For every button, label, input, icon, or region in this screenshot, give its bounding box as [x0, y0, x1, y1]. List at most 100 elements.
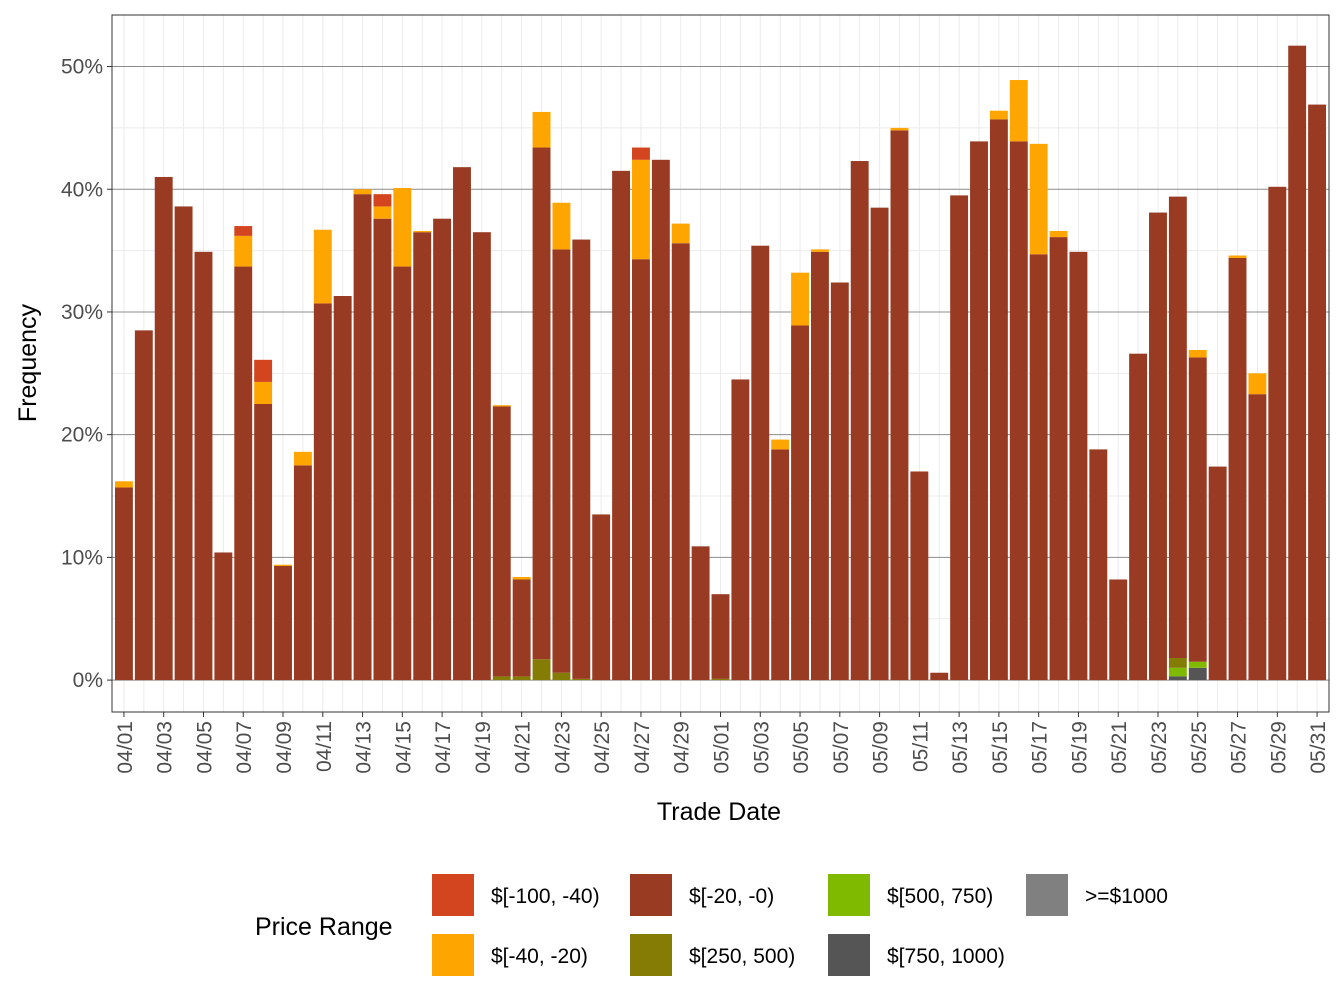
bar-segment: [691, 546, 710, 681]
bar-segment: [1049, 237, 1068, 681]
bar-segment: [771, 439, 790, 450]
bar-segment: [532, 659, 551, 681]
bar-segment: [651, 159, 670, 681]
bar-segment: [1228, 255, 1247, 258]
legend-label: >=$1000: [1085, 885, 1168, 908]
x-tick-label: 04/09: [273, 721, 296, 774]
x-tick-label: 04/05: [193, 721, 216, 774]
y-tick-label: 30%: [61, 301, 103, 324]
legend-label: $[-20, -0): [689, 885, 774, 908]
bar-segment: [254, 381, 273, 404]
x-tick-label: 04/15: [392, 721, 415, 774]
y-axis-title: Frequency: [14, 303, 42, 422]
legend-label: $[-100, -40): [491, 885, 600, 908]
legend-swatch: [1026, 874, 1068, 916]
bar-segment: [472, 232, 491, 681]
x-tick-label: 05/21: [1108, 721, 1131, 774]
bar-segment: [313, 303, 332, 681]
bar-segment: [1029, 254, 1048, 681]
bar-segment: [1308, 104, 1327, 681]
bar-segment: [1268, 186, 1287, 681]
bar-segment: [433, 218, 452, 681]
x-tick-label: 05/15: [989, 721, 1012, 774]
bar-segment: [711, 594, 730, 679]
bar-segment: [214, 552, 233, 681]
x-tick-label: 05/11: [909, 721, 932, 772]
bar-segment: [393, 266, 412, 681]
bar-segment: [492, 676, 511, 681]
bar-segment: [1168, 196, 1187, 659]
bar-segment: [1248, 373, 1267, 395]
bar-segment: [1168, 658, 1187, 668]
bar-segment: [1029, 143, 1048, 255]
x-tick-label: 04/29: [671, 721, 694, 774]
bar-segment: [373, 194, 392, 207]
bar-segment: [234, 235, 253, 267]
bar-segment: [810, 251, 829, 681]
x-tick-label: 04/25: [591, 721, 614, 774]
bar-segment: [234, 266, 253, 681]
bar-segment: [413, 232, 432, 681]
bar-segment: [373, 218, 392, 681]
bar-segment: [671, 223, 690, 244]
x-tick-label: 05/29: [1267, 721, 1290, 774]
bar-segment: [254, 359, 273, 382]
x-tick-label: 05/25: [1188, 721, 1211, 774]
x-tick-label: 04/17: [432, 721, 455, 774]
x-tick-label: 05/13: [949, 721, 972, 774]
y-tick-label: 0%: [73, 669, 103, 692]
bar-segment: [174, 206, 193, 681]
x-tick-label: 05/27: [1228, 721, 1251, 774]
bar-segment: [890, 127, 909, 131]
legend-title: Price Range: [255, 913, 393, 941]
bar-segment: [1168, 676, 1187, 681]
bar-segment: [791, 272, 809, 326]
bar-segment: [1208, 466, 1227, 681]
x-tick-label: 04/13: [353, 721, 376, 774]
legend-label: $[750, 1000): [887, 945, 1005, 968]
legend-swatch: [828, 934, 870, 976]
bar-segment: [413, 230, 432, 233]
bar-segment: [293, 451, 312, 466]
bar-segment: [134, 330, 153, 681]
legend-label: $[500, 750): [887, 885, 993, 908]
bar-segment: [1069, 251, 1088, 681]
bar-segment: [1129, 353, 1148, 681]
x-tick-label: 04/27: [631, 721, 654, 774]
legend-swatch: [828, 874, 870, 916]
y-tick-label: 40%: [61, 178, 103, 201]
bar-segment: [1009, 80, 1028, 142]
legend-swatch: [630, 874, 672, 916]
bar-segment: [274, 564, 292, 566]
x-tick-label: 05/17: [1029, 721, 1052, 774]
bar-segment: [592, 514, 611, 681]
bar-segment: [810, 249, 829, 252]
bar-segment: [970, 141, 988, 681]
x-tick-label: 05/05: [790, 721, 813, 774]
bar-segment: [1188, 667, 1207, 681]
x-axis-title: Trade Date: [657, 798, 781, 826]
bar-segment: [671, 243, 690, 681]
x-tick-label: 04/03: [154, 721, 177, 774]
bar-segment: [791, 325, 809, 681]
x-tick-label: 05/19: [1068, 721, 1091, 774]
bar-segment: [1228, 257, 1247, 681]
bar-segment: [114, 487, 133, 681]
bar-segment: [1089, 449, 1108, 681]
bar-segment: [1049, 230, 1068, 238]
bar-segment: [989, 119, 1008, 681]
x-tick-label: 05/23: [1148, 721, 1171, 774]
bar-segment: [930, 672, 949, 681]
bar-segment: [1009, 141, 1028, 681]
bar-segment: [1168, 667, 1187, 677]
bar-segment: [353, 189, 372, 195]
bar-segment: [333, 296, 352, 681]
bar-segment: [771, 449, 790, 681]
bar-segment: [274, 565, 292, 681]
x-tick-label: 04/01: [114, 721, 137, 774]
legend-swatch: [432, 934, 474, 976]
y-tick-label: 10%: [61, 546, 103, 569]
bar-segment: [1188, 357, 1207, 662]
bar-segment: [552, 249, 571, 673]
